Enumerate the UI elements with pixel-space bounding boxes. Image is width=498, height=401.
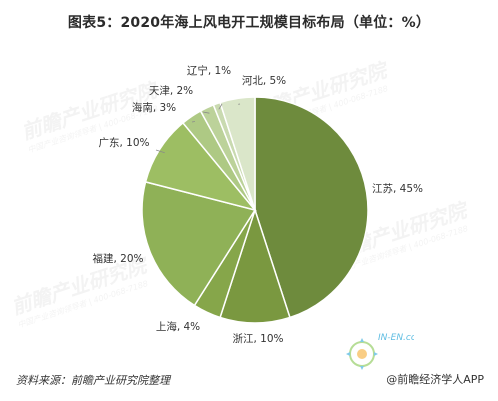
pie-slice-0	[254, 96, 369, 319]
source-note: 资料来源：前瞻产业研究院整理	[16, 374, 170, 387]
brand-credit: @前瞻经济学人APP	[386, 373, 484, 386]
pie-slice-3	[141, 180, 257, 307]
slice-label-0: 江苏, 45%	[372, 182, 423, 195]
pie-slice-4	[144, 121, 258, 212]
chart-title: 图表5：2020年海上风电开工规模目标布局（单位：%）	[67, 15, 431, 31]
slice-label-2: 上海, 4%	[156, 320, 200, 333]
slice-label-4: 广东, 10%	[98, 136, 149, 149]
leader-line-4	[155, 149, 165, 154]
pie-slice-1	[219, 207, 291, 324]
in-en-logo: IN-EN.com	[344, 328, 425, 382]
slice-label-6: 天津, 2%	[149, 85, 193, 97]
slice-label-7: 辽宁, 1%	[187, 64, 231, 77]
pie-slice-8	[219, 96, 256, 211]
slice-label-5: 海南, 3%	[132, 101, 176, 114]
leader-line-7	[218, 103, 223, 110]
leader-line-5	[191, 121, 195, 123]
slice-label-3: 福建, 20%	[92, 252, 143, 265]
logo-text: IN-EN.com	[378, 333, 414, 343]
slice-label-8: 河北, 5%	[242, 75, 286, 87]
slice-label-1: 浙江, 10%	[232, 333, 283, 345]
leader-line-6	[202, 111, 210, 114]
